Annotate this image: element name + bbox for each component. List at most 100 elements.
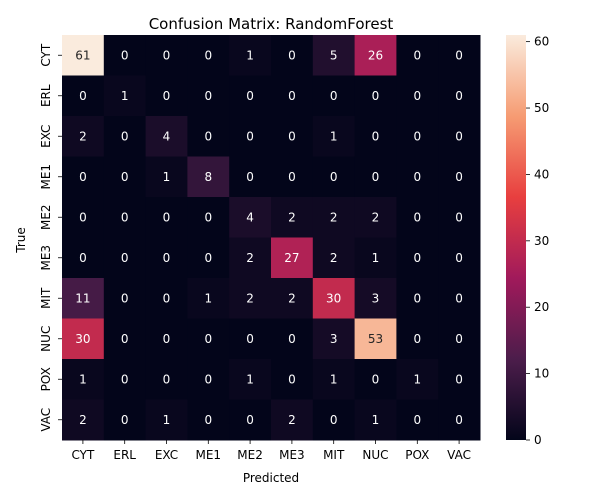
cell-value-label: 1 (163, 413, 171, 427)
heatmap-cell (438, 278, 481, 319)
heatmap-cell (62, 237, 105, 279)
cell-value-label: 0 (79, 170, 87, 184)
cell-value-label: 0 (204, 210, 212, 224)
cell-value-label: 0 (413, 129, 421, 143)
heatmap-cell (187, 116, 230, 157)
heatmap-cell (145, 116, 188, 157)
cell-value-label: 0 (163, 332, 171, 346)
heatmap-cell (312, 278, 356, 319)
heatmap-cell (103, 237, 147, 279)
colorbar-tick-label: 40 (534, 167, 549, 181)
y-tick-label: POX (39, 367, 53, 391)
cell-value-label: 0 (163, 251, 171, 265)
x-tick-label: NUC (362, 448, 388, 462)
heatmap-cell (62, 156, 105, 198)
heatmap-cell (396, 237, 439, 279)
heatmap-cell (103, 359, 147, 400)
heatmap-cell (396, 35, 439, 76)
heatmap-cell (103, 197, 147, 238)
cell-value-label: 0 (204, 372, 212, 386)
heatmap-cell (145, 35, 188, 76)
heatmap-cell (229, 237, 272, 279)
heatmap-cell (312, 156, 356, 198)
cell-value-label: 0 (163, 210, 171, 224)
cell-value-label: 0 (121, 48, 129, 62)
colorbar-tick-label: 30 (534, 234, 549, 248)
heatmap-cell (438, 35, 481, 76)
x-axis: CYT ERL EXC ME1 ME2 ME3 MIT NUC POX VAC (71, 440, 471, 462)
heatmap-cell (354, 318, 397, 360)
cell-value-label: 1 (79, 372, 87, 386)
heatmap-cell (271, 156, 314, 198)
heatmap-cell (187, 197, 230, 238)
cell-value-label: 0 (246, 129, 254, 143)
heatmap-cell (62, 278, 105, 319)
cell-value-label: 0 (204, 48, 212, 62)
heatmap-cell (312, 197, 356, 238)
heatmap-cell (271, 237, 314, 279)
cell-value-label: 1 (246, 48, 254, 62)
heatmap-cell (187, 75, 230, 117)
colorbar: 0 10 20 30 40 50 60 (506, 35, 549, 447)
y-tick-label: EXC (39, 125, 53, 148)
cell-value-label: 0 (455, 413, 463, 427)
heatmap-cell (187, 359, 230, 400)
heatmap-cell (145, 399, 188, 441)
heatmap-cell (229, 197, 272, 238)
heatmap-cell (271, 116, 314, 157)
heatmap-cell (271, 359, 314, 400)
heatmap-cell (229, 75, 272, 117)
cell-value-label: 0 (288, 332, 296, 346)
heatmap-cell (229, 35, 272, 76)
heatmap-cell (438, 75, 481, 117)
cell-value-label: 0 (413, 413, 421, 427)
colorbar-tick-label: 60 (534, 35, 549, 49)
cell-value-label: 30 (326, 291, 341, 305)
x-tick-label: ME3 (279, 448, 305, 462)
cell-value-label: 1 (330, 129, 338, 143)
colorbar-tick-label: 0 (534, 433, 542, 447)
cell-value-label: 26 (368, 48, 383, 62)
cell-value-label: 2 (79, 413, 87, 427)
cell-value-label: 11 (75, 291, 90, 305)
heatmap-cell (396, 399, 439, 441)
cell-value-label: 0 (413, 89, 421, 103)
cell-value-label: 0 (204, 251, 212, 265)
heatmap-cell (103, 399, 147, 441)
cell-value-label: 0 (246, 332, 254, 346)
cell-value-label: 0 (288, 372, 296, 386)
y-tick-label: ERL (39, 84, 53, 107)
heatmap-cell (354, 278, 397, 319)
heatmap-cell (271, 197, 314, 238)
heatmap-cell (62, 359, 105, 400)
cell-value-label: 0 (455, 210, 463, 224)
cell-value-label: 2 (330, 251, 338, 265)
heatmap-cell (312, 318, 356, 360)
cell-value-label: 0 (121, 413, 129, 427)
cell-value-label: 0 (413, 291, 421, 305)
cell-value-label: 0 (288, 48, 296, 62)
x-tick-label: ERL (113, 448, 136, 462)
cell-value-label: 0 (288, 129, 296, 143)
cell-value-label: 4 (163, 129, 171, 143)
heatmap-cell (271, 35, 314, 76)
heatmap-cell (354, 237, 397, 279)
cell-value-label: 2 (288, 210, 296, 224)
heatmap-cell (229, 116, 272, 157)
heatmap-cell (354, 75, 397, 117)
heatmap-cell (145, 359, 188, 400)
y-tick-label: VAC (39, 408, 53, 432)
cell-value-label: 2 (246, 251, 254, 265)
heatmap-cell (62, 35, 105, 76)
cell-value-label: 2 (79, 129, 87, 143)
heatmap-cell (396, 278, 439, 319)
heatmap-cell (396, 318, 439, 360)
x-tick-label: ME2 (237, 448, 263, 462)
cell-value-label: 30 (75, 332, 90, 346)
cell-value-label: 0 (79, 210, 87, 224)
heatmap-cell (187, 237, 230, 279)
cell-value-label: 2 (330, 210, 338, 224)
cell-value-label: 1 (330, 372, 338, 386)
x-tick-label: EXC (155, 448, 178, 462)
